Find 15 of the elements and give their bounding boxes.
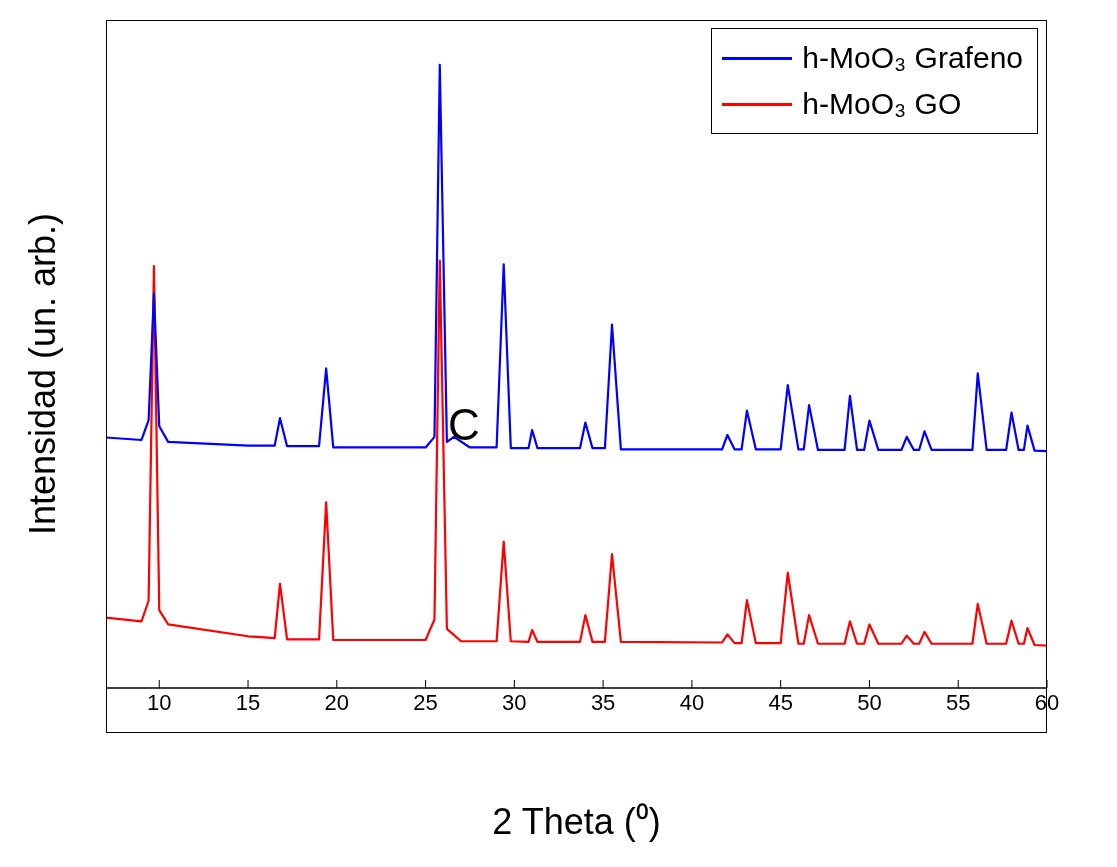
x-tick-label: 50 <box>857 689 882 715</box>
x-tick-label: 20 <box>324 689 350 715</box>
x-tick-label: 25 <box>413 689 438 715</box>
y-axis-title: Intensidad (un. arb.) <box>21 211 63 537</box>
x-tick-label: 40 <box>679 689 705 715</box>
legend-label: h-MoO₃ Grafeno <box>802 40 1023 76</box>
x-tick-label: 45 <box>768 689 793 715</box>
x-tick-label: 55 <box>945 689 971 715</box>
x-tick-label: 15 <box>235 689 261 715</box>
legend-label: h-MoO₃ GO <box>802 86 962 122</box>
x-tick-label: 10 <box>147 689 172 715</box>
x-tick-label: 35 <box>590 689 616 715</box>
x-tick-label: 30 <box>502 689 527 715</box>
x-axis-title: 2 Theta (⁰) <box>491 800 662 844</box>
annotation: C <box>448 400 480 450</box>
